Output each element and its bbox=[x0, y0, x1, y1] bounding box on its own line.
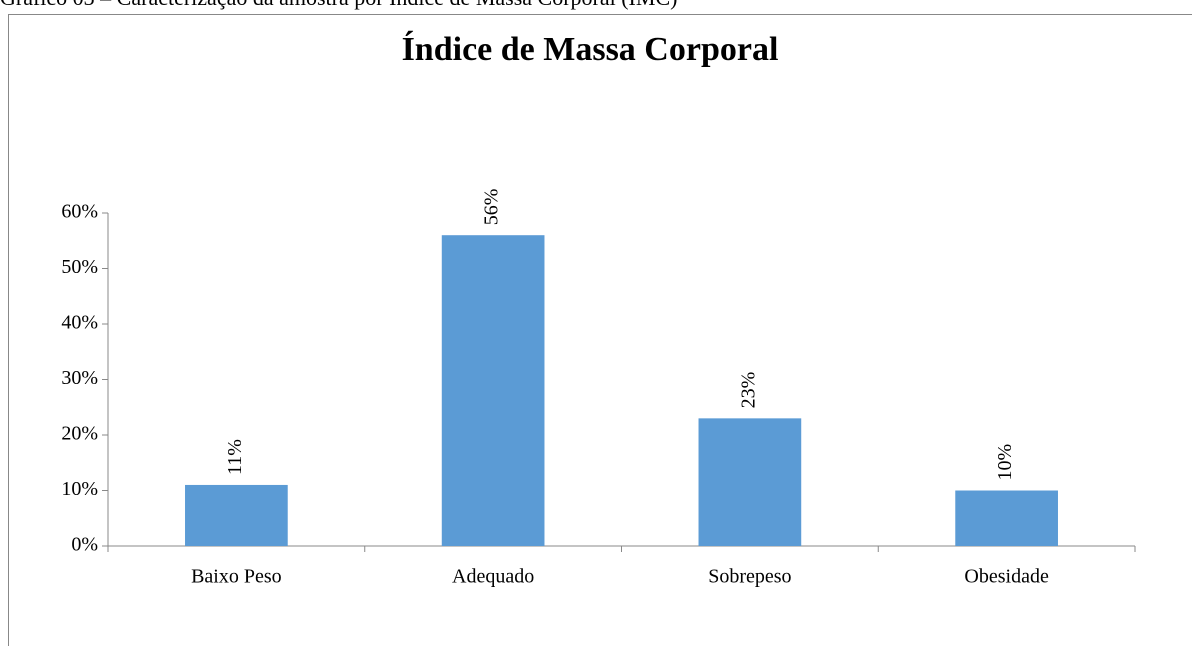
x-tick-label: Obesidade bbox=[964, 566, 1049, 588]
bar bbox=[698, 418, 802, 546]
data-label: 10% bbox=[994, 444, 1016, 481]
data-label: 23% bbox=[737, 372, 759, 409]
y-tick-label: 10% bbox=[61, 478, 98, 500]
y-tick-label: 30% bbox=[61, 367, 98, 389]
data-label: 56% bbox=[481, 189, 503, 226]
x-tick-label: Sobrepeso bbox=[708, 566, 791, 588]
y-tick-label: 0% bbox=[71, 534, 98, 556]
data-label: 11% bbox=[224, 439, 246, 475]
bar bbox=[185, 484, 288, 546]
y-tick-label: 60% bbox=[61, 201, 98, 223]
chart-frame bbox=[8, 14, 1192, 646]
x-tick-label: Baixo Peso bbox=[191, 566, 282, 588]
y-tick-label: 40% bbox=[61, 312, 98, 334]
bar bbox=[441, 235, 545, 546]
x-tick-label: Adequado bbox=[452, 566, 534, 588]
y-tick-label: 50% bbox=[61, 256, 98, 278]
bar bbox=[955, 490, 1058, 546]
y-tick-label: 20% bbox=[61, 423, 98, 445]
chart-title: Índice de Massa Corporal bbox=[402, 31, 779, 68]
caption: Gráfico 03 – Caracterização da amostra p… bbox=[0, 0, 677, 10]
